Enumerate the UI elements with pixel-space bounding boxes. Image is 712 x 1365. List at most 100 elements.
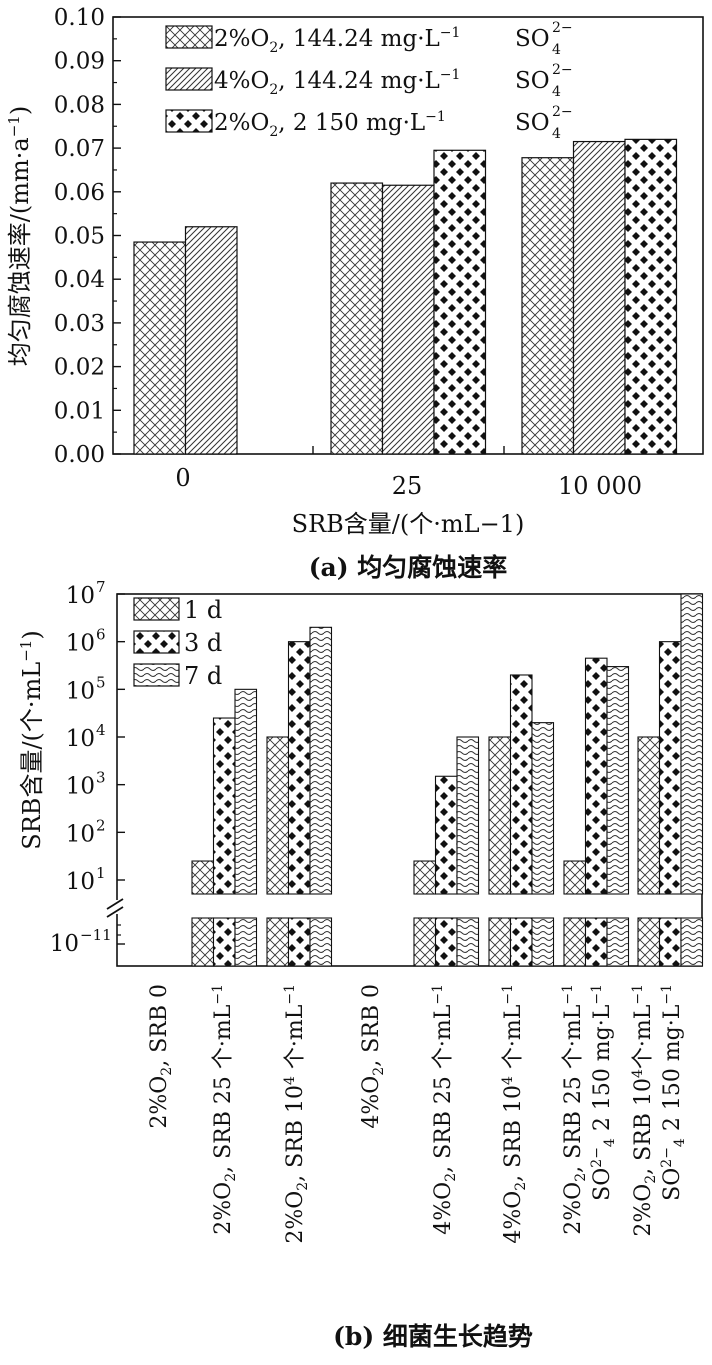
bar-b xyxy=(584,657,608,895)
legend-ion-sub-a: 4 xyxy=(552,126,561,142)
bar-b xyxy=(658,641,682,895)
x-tick-label-a: 25 xyxy=(392,472,423,500)
bar-b-lower xyxy=(266,917,290,967)
caption-a: (a) 均匀腐蚀速率 xyxy=(309,553,508,582)
x-category-label-b: 2%O2, SRB 25 个·mL−1 xyxy=(210,984,239,1235)
bar-b xyxy=(531,722,555,895)
bar-b xyxy=(606,666,630,895)
y-tick-exp-b: 1 xyxy=(96,864,106,882)
bar-b-lower xyxy=(531,917,555,967)
y-tick-label-a: 0.01 xyxy=(54,398,105,424)
bar-b-lower xyxy=(488,917,512,967)
y-tick-label-a: 0.03 xyxy=(54,311,105,337)
legend-swatch-b xyxy=(133,630,180,654)
y-tick-exp-b: 4 xyxy=(96,721,106,739)
y-axis-b: 10 110 210 310 410 510 610 710 −11 xyxy=(50,578,125,957)
axis-break-b xyxy=(105,895,701,918)
bar-b-lower xyxy=(413,917,437,967)
bar-b xyxy=(563,860,587,895)
bar-b xyxy=(309,626,333,895)
x-category-label-line: 2%O2, SRB 25 个·mL−1 xyxy=(560,984,589,1235)
bar-b-lower xyxy=(456,917,480,967)
y-tick-label-b: 10 xyxy=(66,821,95,847)
bar-b xyxy=(191,860,215,895)
bar-b xyxy=(413,860,437,895)
y-tick-label-a: 0.05 xyxy=(54,224,105,250)
y-tick-exp-b: 2 xyxy=(96,816,106,834)
x-category-label-b: 4%O2, SRB 104 个·mL−1 xyxy=(500,984,529,1244)
y-axis-label-a: 均匀腐蚀速率/(mm·a−1) xyxy=(5,106,34,366)
bar-b-lower xyxy=(212,917,236,967)
legend-a: 2%O2, 144.24 mg·L−1 SO 2−44%O2, 144.24 mg·… xyxy=(165,20,573,142)
legend-b: 1 d 3 d 7 d xyxy=(133,596,222,690)
x-tick-label-a: 10 000 xyxy=(558,472,642,500)
y-tick-exp-b: 7 xyxy=(96,578,106,596)
x-category-label-line: 4%O2, SRB 104 个·mL−1 xyxy=(500,984,529,1244)
bar-b xyxy=(266,736,290,895)
bar-b xyxy=(680,593,704,895)
legend-label-b: 1 d xyxy=(184,596,222,624)
legend-label-a: 4%O2, 144.24 mg·L−1 xyxy=(214,67,460,98)
y-tick-label-b: 10 xyxy=(66,678,95,704)
y-tick-label-b: 10 xyxy=(66,631,95,657)
bars-a xyxy=(133,138,678,455)
y-axis-label-b: SRB含量/(个·mL−1) xyxy=(17,630,46,849)
legend-swatch-b xyxy=(133,597,180,621)
legend-swatch-a xyxy=(165,109,213,133)
legend-ion-charge-a: 2− xyxy=(552,20,573,36)
bar-b xyxy=(234,688,258,895)
bar-a xyxy=(184,226,238,455)
y-tick-exp-b: 3 xyxy=(96,769,106,787)
x-category-label-line2: SO2−4 2 150 mg·L−1 xyxy=(589,984,618,1201)
bar-b-lower xyxy=(234,917,258,967)
x-category-label-b: 4%O2, SRB 0 xyxy=(359,984,387,1129)
x-category-label-b: 4%O2, SRB 25 个·mL−1 xyxy=(430,984,459,1235)
y-tick-label-a: 0.00 xyxy=(54,442,105,468)
legend-swatch-a xyxy=(165,25,213,49)
bar-a xyxy=(572,140,626,455)
x-category-label-line: 2%O2, SRB 104个·mL−1 xyxy=(630,984,659,1237)
bar-b xyxy=(287,641,311,895)
x-category-label-line2: SO2−4 2 150 mg·L−1 xyxy=(659,984,688,1201)
y-tick-label-b: 10 xyxy=(66,774,95,800)
bar-a xyxy=(330,182,384,455)
bar-b xyxy=(212,717,236,895)
bar-b-lower xyxy=(287,917,311,967)
y-tick-label-a: 0.10 xyxy=(54,5,105,31)
y-tick-exp-b-break: −11 xyxy=(80,926,112,944)
legend-ion-sub-a: 4 xyxy=(552,42,561,58)
y-tick-exp-b: 5 xyxy=(96,673,106,691)
bar-a xyxy=(433,149,487,455)
legend-label-a-ion: SO xyxy=(515,68,550,94)
x-category-labels-b: 2%O2, SRB 0 2%O2, SRB 25 个·mL−1 2%O2, SRB … xyxy=(147,984,688,1244)
bars-b xyxy=(191,593,704,967)
bar-b xyxy=(509,674,533,895)
y-tick-label-a: 0.09 xyxy=(54,49,105,75)
x-tick-label-a: 0 xyxy=(175,464,190,492)
legend-swatch-a xyxy=(165,67,213,91)
legend-label-a: 2%O2, 2 150 mg·L−1 xyxy=(214,109,446,140)
x-category-label-line: 2%O2, SRB 0 xyxy=(147,984,175,1129)
x-category-label-line: 4%O2, SRB 25 个·mL−1 xyxy=(430,984,459,1235)
legend-label-b: 3 d xyxy=(184,629,222,657)
bar-b-lower xyxy=(434,917,458,967)
bar-b-lower xyxy=(658,917,682,967)
y-tick-label-a: 0.02 xyxy=(54,355,105,381)
bar-b-lower xyxy=(680,917,704,967)
bar-b-lower xyxy=(584,917,608,967)
legend-ion-charge-a: 2− xyxy=(552,104,573,120)
bar-b xyxy=(488,736,512,895)
legend-ion-sub-a: 4 xyxy=(552,84,561,100)
y-tick-label-b-break: 10 xyxy=(50,931,79,957)
bar-b-lower xyxy=(637,917,661,967)
axis-break-slash xyxy=(106,898,124,910)
bar-b xyxy=(637,736,661,895)
axis-break-slash xyxy=(106,906,124,918)
y-axis-a: 0.00 0.01 0.02 0.03 0.04 0.05 0.06 0.07 0.08 0.09… xyxy=(54,5,121,468)
bar-b-lower xyxy=(309,917,333,967)
y-tick-label-b: 10 xyxy=(66,869,95,895)
bar-a xyxy=(624,138,678,455)
y-tick-label-b: 10 xyxy=(66,726,95,752)
